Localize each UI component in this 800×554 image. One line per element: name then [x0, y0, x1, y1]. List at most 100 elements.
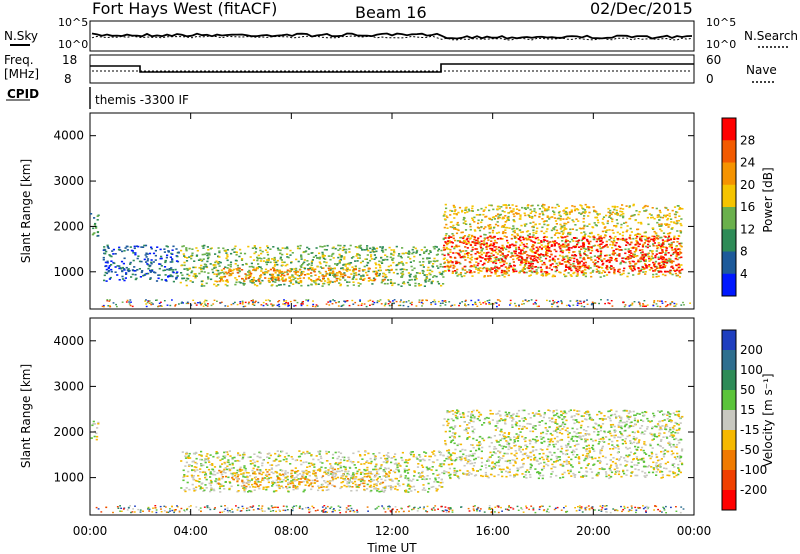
echo-cell	[587, 242, 590, 244]
echo-cell	[300, 281, 303, 284]
echo-cell	[338, 253, 341, 256]
echo-cell	[300, 303, 303, 305]
echo-cell	[340, 255, 343, 257]
echo-cell	[433, 260, 437, 263]
echo-cell	[118, 267, 121, 270]
echo-cell	[226, 267, 229, 269]
echo-cell	[189, 280, 192, 282]
echo-cell	[496, 208, 499, 210]
echo-cell	[412, 478, 415, 481]
echo-cell	[196, 249, 199, 252]
echo-cell	[373, 258, 376, 260]
echo-cell	[314, 274, 317, 276]
echo-cell	[187, 465, 191, 467]
echo-cell	[445, 215, 448, 217]
echo-cell	[400, 261, 403, 263]
echo-cell	[609, 212, 612, 215]
echo-cell	[598, 302, 600, 305]
echo-cell	[487, 268, 490, 270]
echo-cell	[451, 270, 454, 273]
echo-cell	[562, 245, 565, 248]
echo-cell	[324, 467, 327, 469]
echo-cell	[504, 204, 507, 206]
echo-cell	[200, 464, 203, 467]
echo-cell	[342, 277, 345, 279]
echo-cell	[209, 247, 212, 250]
echo-cell	[210, 304, 213, 307]
echo-cell	[624, 240, 627, 242]
echo-cell	[238, 275, 241, 278]
echo-cell	[605, 274, 609, 276]
echo-cell	[408, 253, 411, 255]
echo-cell	[536, 305, 539, 308]
echo-cell	[655, 303, 658, 305]
echo-cell	[498, 249, 501, 252]
echo-cell	[237, 452, 240, 454]
echo-cell	[541, 212, 544, 215]
echo-cell	[618, 233, 622, 235]
echo-cell	[471, 210, 474, 212]
echo-cell	[267, 299, 270, 301]
nave-label: Nave	[746, 63, 777, 77]
echo-cell	[540, 274, 543, 276]
echo-cell	[561, 240, 564, 242]
echo-cell	[554, 270, 557, 273]
echo-cell	[565, 238, 568, 241]
echo-cell	[606, 299, 609, 301]
echo-cell	[555, 250, 558, 253]
echo-cell	[577, 246, 581, 248]
echo-cell	[389, 301, 392, 303]
echo-cell	[492, 303, 495, 305]
echo-cell	[610, 300, 613, 302]
echo-cell	[325, 261, 328, 264]
echo-cell	[592, 206, 595, 208]
echo-cell	[448, 240, 451, 242]
echo-cell	[246, 478, 249, 481]
echo-cell	[377, 263, 380, 266]
echo-cell	[651, 216, 654, 219]
echo-cell	[131, 305, 134, 308]
echo-cell	[442, 246, 445, 249]
echo-cell	[485, 246, 488, 248]
echo-cell	[260, 270, 263, 272]
echo-cell	[552, 302, 555, 304]
echo-cell	[105, 250, 108, 253]
echo-cell	[628, 265, 631, 268]
echo-cell	[371, 473, 374, 475]
echo-cell	[650, 255, 653, 257]
echo-cell	[354, 301, 357, 304]
echo-cell	[502, 270, 505, 273]
echo-cell	[402, 483, 405, 486]
echo-cell	[470, 250, 473, 252]
echo-cell	[219, 280, 222, 283]
echo-cell	[651, 251, 654, 253]
echo-cell	[109, 255, 112, 257]
echo-cell	[492, 254, 495, 256]
echo-cell	[543, 263, 547, 266]
echo-cell	[241, 456, 245, 459]
echo-cell	[452, 234, 455, 237]
echo-cell	[221, 473, 224, 476]
echo-cell	[659, 247, 662, 249]
echo-cell	[241, 300, 244, 302]
echo-cell	[180, 460, 183, 462]
echo-cell	[383, 305, 386, 307]
echo-cell	[366, 483, 369, 486]
echo-cell	[407, 256, 410, 258]
echo-cell	[572, 251, 575, 253]
echo-cell	[277, 276, 280, 278]
echo-cell	[236, 269, 239, 271]
echo-cell	[442, 276, 445, 278]
echo-cell	[482, 210, 485, 212]
echo-cell	[594, 216, 597, 219]
echo-cell	[482, 252, 485, 254]
echo-cell	[443, 262, 446, 265]
echo-cell	[419, 459, 423, 461]
echo-cell	[432, 246, 435, 248]
echo-cell	[558, 246, 561, 248]
echo-cell	[442, 258, 445, 260]
echo-cell	[437, 481, 440, 483]
echo-cell	[612, 267, 615, 269]
echo-cell	[191, 469, 194, 472]
echo-cell	[583, 306, 586, 308]
